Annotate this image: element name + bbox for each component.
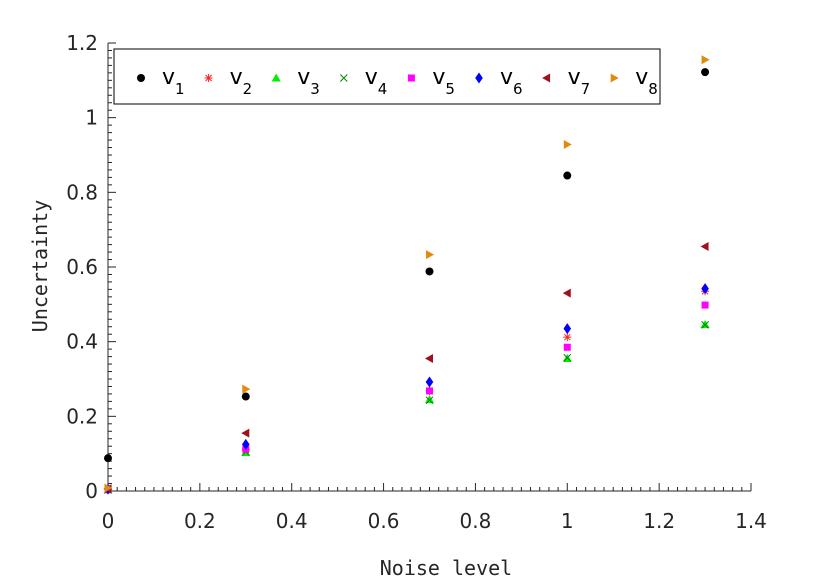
series-v1 (104, 68, 710, 463)
axes: 0 0.2 0.4 0.6 0.8 1 1.2 1.4 0 0.2 0.4 0.6 0.8 1 1.2 (66, 31, 767, 533)
legend-subscript-v8: 8 (648, 80, 658, 98)
y-tick-label: 0.6 (66, 255, 98, 279)
data-point-v5 (701, 301, 709, 309)
data-point-v6 (563, 323, 572, 335)
x-tick-label: 0.2 (184, 509, 216, 533)
legend-marker-v4-stroke (339, 74, 348, 82)
y-axis-label: Uncertainty (28, 200, 52, 332)
series-v8 (104, 55, 710, 493)
data-point-v8 (563, 140, 572, 150)
data-point-v5 (426, 387, 433, 395)
data-point-v2 (563, 333, 572, 342)
data-point-v4 (425, 396, 434, 405)
x-tick-label: 0.4 (276, 509, 308, 533)
data-point-v3 (700, 319, 710, 328)
data-point-v3 (425, 395, 434, 404)
x-tick-label: 1 (561, 509, 574, 533)
y-tick-label: 0.4 (66, 330, 98, 354)
data-point-v2-stroke (563, 333, 571, 341)
legend-box (113, 48, 661, 105)
x-tick-label: 0.8 (460, 509, 492, 533)
y-tick-label: 1.2 (66, 31, 98, 55)
y-tick-label: 0 (85, 479, 98, 503)
x-tick-label: 0 (102, 509, 115, 533)
legend-marker-v2 (204, 74, 213, 82)
series-v3 (103, 319, 710, 494)
legend-subscript-v1: 1 (175, 80, 185, 98)
legend-subscript-v4: 4 (378, 80, 388, 98)
legend-marker-v1 (137, 74, 145, 82)
legend-marker-v5 (407, 74, 415, 82)
data-point-v4 (563, 353, 572, 362)
data-point-v4-stroke (701, 321, 709, 329)
legend-marker-v4 (339, 74, 348, 82)
series-v2 (104, 287, 710, 494)
legend-label-v8: v (635, 65, 648, 90)
data-point-v1 (241, 392, 250, 401)
data-point-v4 (701, 321, 709, 329)
legend-marker-v6 (475, 72, 483, 84)
x-tick-label: 1.4 (735, 509, 767, 533)
data-point-v1 (563, 171, 572, 180)
legend-marker-v3 (271, 73, 281, 82)
data-point-v8 (242, 384, 251, 394)
legend-label-v4: v (365, 65, 378, 90)
x-tick-label: 1.2 (643, 509, 675, 533)
data-point-v8 (104, 483, 113, 493)
legend-label-v5: v (432, 65, 445, 90)
data-point-v1 (104, 454, 112, 463)
data-point-v5 (563, 343, 571, 351)
legend-label-v1: v (162, 65, 175, 90)
legend-marker-v8 (610, 73, 619, 83)
legend-marker-v2-stroke (205, 74, 212, 82)
legend-label-v6: v (500, 65, 513, 90)
data-point-v1 (701, 68, 710, 77)
y-tick-label: 0.2 (66, 404, 98, 428)
series-v4 (104, 321, 709, 494)
data-point-v4-stroke (563, 353, 572, 362)
legend-subscript-v6: 6 (513, 80, 523, 98)
x-tick-label: 0.6 (368, 509, 400, 533)
data-point-v4-stroke (425, 396, 434, 405)
data-point-v6 (701, 283, 709, 295)
legend-subscript-v5: 5 (445, 80, 455, 98)
data-point-v6 (425, 376, 434, 388)
y-tick-label: 1 (85, 106, 98, 130)
data-point-v7 (425, 353, 433, 363)
data-point-v7 (700, 241, 709, 251)
data-point-v8 (701, 55, 710, 65)
legend-subscript-v2: 2 (243, 80, 253, 98)
x-axis-label: Noise level (380, 556, 512, 580)
data-markers (103, 55, 710, 495)
data-point-v7 (241, 428, 250, 438)
series-v5 (104, 301, 709, 494)
data-point-v6 (241, 438, 250, 450)
series-v6 (104, 283, 709, 495)
series-v7 (103, 241, 709, 494)
data-point-v7 (562, 288, 571, 298)
legend-label-v7: v (568, 65, 581, 90)
y-tick-label: 0.8 (66, 180, 98, 204)
data-point-v1 (425, 267, 434, 276)
legend-subscript-v7: 7 (581, 80, 591, 98)
legend-label-v2: v (230, 65, 243, 90)
legend-subscript-v3: 3 (310, 80, 320, 98)
data-point-v8 (426, 250, 434, 260)
legend-marker-v7 (542, 73, 551, 83)
legend-label-v3: v (297, 65, 310, 90)
